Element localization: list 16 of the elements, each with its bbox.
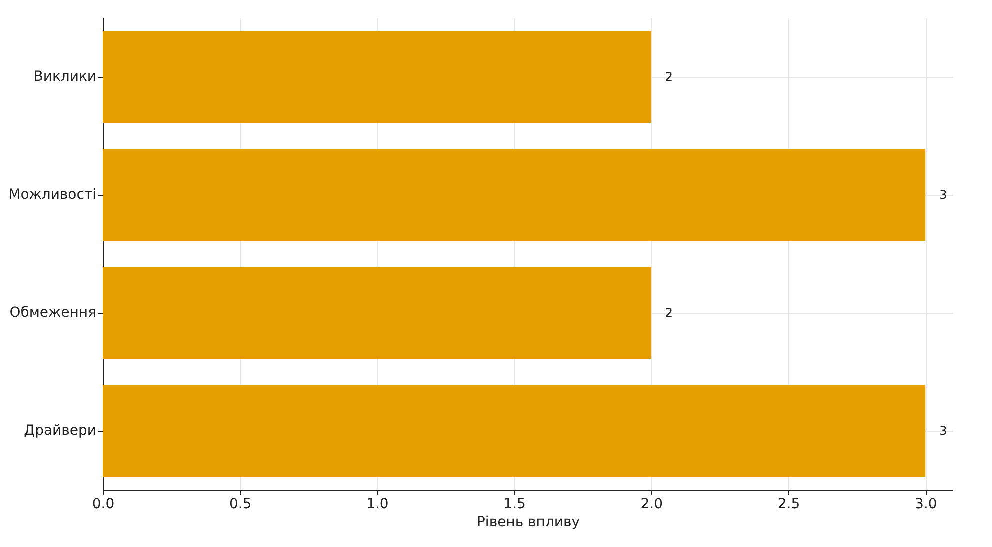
data-label: 2 xyxy=(665,306,674,320)
y-tick-label: Виклики xyxy=(34,69,96,85)
x-tick-label: 2.0 xyxy=(640,496,664,512)
x-tick-label: 0.5 xyxy=(229,496,252,512)
x-tick-label: 1.0 xyxy=(366,496,389,512)
x-axis-title: Рівень впливу xyxy=(476,514,580,530)
y-tick-label: Обмеження xyxy=(10,305,96,321)
y-tick-label: Можливості xyxy=(8,187,96,203)
y-tick-label: Драйвери xyxy=(24,423,96,439)
x-tick-label: 3.0 xyxy=(914,496,938,512)
data-label: 2 xyxy=(665,70,674,84)
x-tick-label: 1.5 xyxy=(504,496,526,512)
x-tick-label: 2.5 xyxy=(778,496,800,512)
x-tick-label: 0.0 xyxy=(92,496,115,512)
data-label: 3 xyxy=(940,188,948,202)
data-label: 3 xyxy=(940,424,948,438)
